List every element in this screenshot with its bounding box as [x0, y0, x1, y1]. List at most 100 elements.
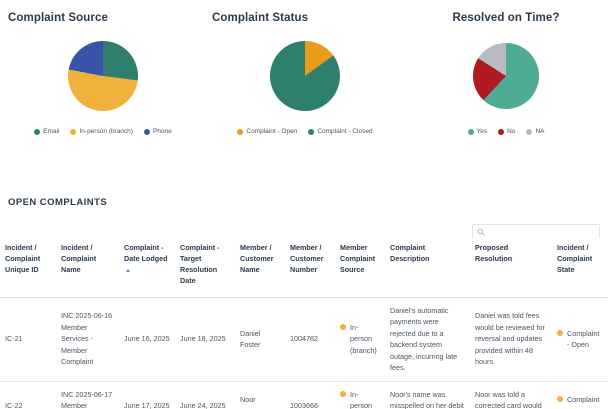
status-badge: Complaint - Open [557, 328, 603, 351]
legend-item-complaint-open[interactable]: Complaint - Open [237, 128, 297, 135]
source-badge: In-person (branch) [340, 322, 380, 357]
status-dot-icon [340, 390, 346, 397]
column-header-label: Member / Customer Number [290, 243, 324, 275]
status-dot-icon [557, 329, 563, 336]
column-header-proposed-resolution[interactable]: Proposed Resolution [470, 238, 552, 298]
cell-complaint-source: In-person (branch) [335, 297, 385, 382]
column-header-complaint-date-lodged[interactable]: Complaint - Date Lodged [119, 238, 175, 298]
cell-target-resolution-date: June 24, 2025 [175, 381, 235, 409]
column-header-member-complaint-source[interactable]: Member Complaint Source [335, 238, 385, 298]
legend-item-phone[interactable]: Phone [143, 128, 172, 135]
cell-complaint-state: Complaint - Open [552, 297, 608, 382]
column-header-incident-complaint-unique-id[interactable]: Incident / Complaint Unique ID [0, 238, 56, 298]
column-header-incident-complaint-name[interactable]: Incident / Complaint Name [56, 238, 119, 298]
cell-member-name: Noor Hassan [235, 381, 285, 409]
table-search-box[interactable] [472, 224, 600, 239]
cell-complaint-description: Daniel's automatic payments were rejecte… [385, 297, 470, 382]
table-header-row: Incident / Complaint Unique ID Incident … [0, 238, 608, 298]
column-header-complaint-description[interactable]: Complaint Description [385, 238, 470, 298]
legend-color-dot-icon [34, 128, 41, 135]
column-header-label: Incident / Complaint Unique ID [5, 243, 41, 275]
pie-slices-resolved-on-time [473, 43, 539, 109]
column-header-incident-complaint-state[interactable]: Incident / Complaint State [552, 238, 608, 298]
cell-complaint-name: INC 2025-06-16 Member Services - Member … [56, 297, 119, 382]
source-badge-label: In-person (branch) [350, 322, 377, 355]
status-badge-label: Complaint - Open [567, 395, 600, 409]
chart-card-complaint-status: Complaint Status Complaint - Open Compla… [206, 8, 404, 168]
source-badge: In-person (branch) [340, 389, 380, 409]
cell-date-lodged: June 16, 2025 [119, 297, 175, 382]
legend-label-phone: Phone [152, 128, 172, 135]
column-header-label: Incident / Complaint State [557, 243, 593, 275]
legend-label-email: Email [43, 128, 60, 135]
legend-resolved-on-time: Yes No NA [404, 128, 608, 135]
legend-color-dot-icon [70, 128, 77, 135]
legend-item-complaint-closed[interactable]: Complaint - Closed [308, 128, 373, 135]
column-header-label: Incident / Complaint Name [61, 243, 97, 275]
pie-chart-resolved-on-time[interactable] [404, 28, 608, 124]
column-header-complaint-target-resolution-date[interactable]: Complaint - Target Resolution Date [175, 238, 235, 298]
legend-color-dot-icon [308, 128, 315, 135]
pie-slices-complaint-source [68, 41, 138, 111]
legend-color-dot-icon [526, 128, 533, 135]
column-header-label: Complaint - Date Lodged [124, 243, 168, 264]
table-body: IC-21 INC 2025-06-16 Member Services - M… [0, 297, 608, 409]
table-header: Incident / Complaint Unique ID Incident … [0, 238, 608, 298]
cell-member-number: 1003666 [285, 381, 335, 409]
chart-title-resolved-on-time: Resolved on Time? [452, 12, 560, 24]
legend-complaint-source: Email In-person (branch) Phone [0, 128, 206, 135]
cell-member-number: 1004782 [285, 297, 335, 382]
column-header-label: Complaint Description [390, 243, 430, 264]
sort-ascending-icon[interactable] [126, 268, 130, 272]
status-dot-icon [340, 323, 346, 330]
legend-complaint-status: Complaint - Open Complaint - Closed [206, 128, 404, 135]
column-header-member-customer-name[interactable]: Member / Customer Name [235, 238, 285, 298]
cell-complaint-source: In-person (branch) [335, 381, 385, 409]
cell-complaint-state: Complaint - Open [552, 381, 608, 409]
table-row[interactable]: IC-22 INC 2025-06-17 Member Services - J… [0, 381, 608, 409]
status-badge-label: Complaint - Open [567, 328, 600, 350]
legend-item-yes[interactable]: Yes [467, 128, 488, 135]
column-header-label: Proposed Resolution [475, 243, 513, 264]
charts-row: Complaint Source Email In-person (branch… [0, 0, 608, 168]
cell-proposed-resolution: Noor was told a corrected card would be … [470, 381, 552, 409]
legend-item-na[interactable]: NA [526, 128, 544, 135]
pie-slices-complaint-status [270, 41, 340, 111]
legend-label-yes: Yes [476, 128, 488, 135]
column-header-label: Member / Customer Name [240, 243, 274, 275]
legend-color-dot-icon [467, 128, 474, 135]
legend-item-in-person[interactable]: In-person (branch) [70, 128, 133, 135]
legend-item-email[interactable]: Email [34, 128, 59, 135]
source-badge-label: In-person (branch) [350, 389, 372, 409]
legend-color-dot-icon [143, 128, 150, 135]
legend-item-no[interactable]: No [498, 128, 515, 135]
pie-chart-complaint-source[interactable] [0, 28, 206, 124]
legend-label-in-person: In-person (branch) [79, 128, 133, 135]
section-title-open-complaints: OPEN COMPLAINTS [8, 197, 108, 208]
search-input[interactable] [488, 227, 595, 236]
cell-unique-id: IC-21 [0, 297, 56, 382]
legend-label-complaint-closed: Complaint - Closed [317, 128, 373, 135]
pie-chart-complaint-status[interactable] [206, 28, 404, 124]
legend-color-dot-icon [498, 128, 505, 135]
chart-title-complaint-status: Complaint Status [212, 12, 309, 24]
search-icon [477, 228, 485, 236]
legend-label-na: NA [535, 128, 545, 135]
cell-complaint-description: Noor's name was misspelled on her debit … [385, 381, 470, 409]
chart-card-resolved-on-time: Resolved on Time? Yes No NA [404, 8, 608, 168]
open-complaints-table: Incident / Complaint Unique ID Incident … [0, 238, 608, 409]
legend-label-no: No [507, 128, 516, 135]
column-header-member-customer-number[interactable]: Member / Customer Number [285, 238, 335, 298]
cell-complaint-name: INC 2025-06-17 Member Services - [56, 381, 119, 409]
column-header-label: Complaint - Target Resolution Date [180, 243, 220, 286]
cell-date-lodged: June 17, 2025 [119, 381, 175, 409]
chart-card-complaint-source: Complaint Source Email In-person (branch… [0, 8, 206, 168]
cell-target-resolution-date: June 18, 2025 [175, 297, 235, 382]
cell-member-name: Daniel Foster [235, 297, 285, 382]
column-header-label: Member Complaint Source [340, 243, 376, 275]
cell-proposed-resolution: Daniel was told fees would be reviewed f… [470, 297, 552, 382]
cell-unique-id: IC-22 [0, 381, 56, 409]
chart-title-complaint-source: Complaint Source [8, 12, 109, 24]
table-row[interactable]: IC-21 INC 2025-06-16 Member Services - M… [0, 297, 608, 382]
